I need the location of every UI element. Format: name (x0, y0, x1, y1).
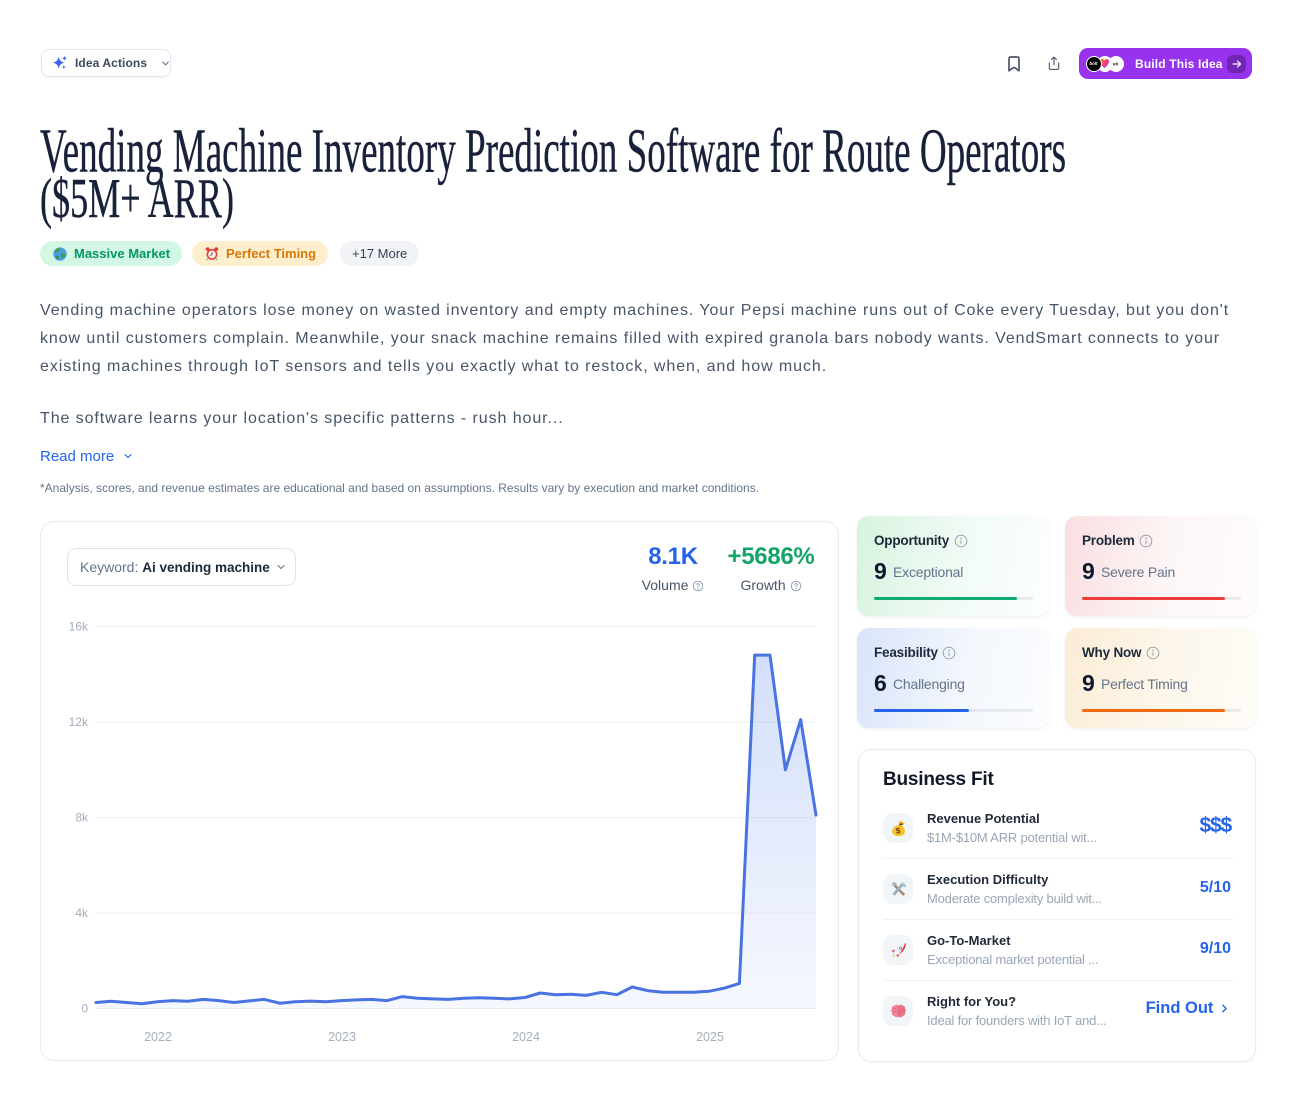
svg-text:0: 0 (81, 1002, 88, 1016)
svg-text:2023: 2023 (328, 1030, 356, 1044)
svg-text:2024: 2024 (512, 1030, 540, 1044)
svg-text:8k: 8k (75, 811, 89, 825)
svg-text:16k: 16k (69, 620, 89, 634)
svg-text:2022: 2022 (144, 1030, 172, 1044)
svg-text:bolt: bolt (1090, 61, 1098, 66)
svg-text:2025: 2025 (696, 1030, 724, 1044)
svg-text:12k: 12k (69, 715, 89, 729)
svg-text:($5M+ ARR): ($5M+ ARR) (40, 168, 234, 230)
svg-text:$: $ (895, 825, 901, 835)
svg-text:Vending Machine Inventory Pred: Vending Machine Inventory Prediction Sof… (40, 118, 1066, 186)
svg-text:4k: 4k (75, 906, 89, 920)
svg-text:v0: v0 (1113, 61, 1119, 67)
